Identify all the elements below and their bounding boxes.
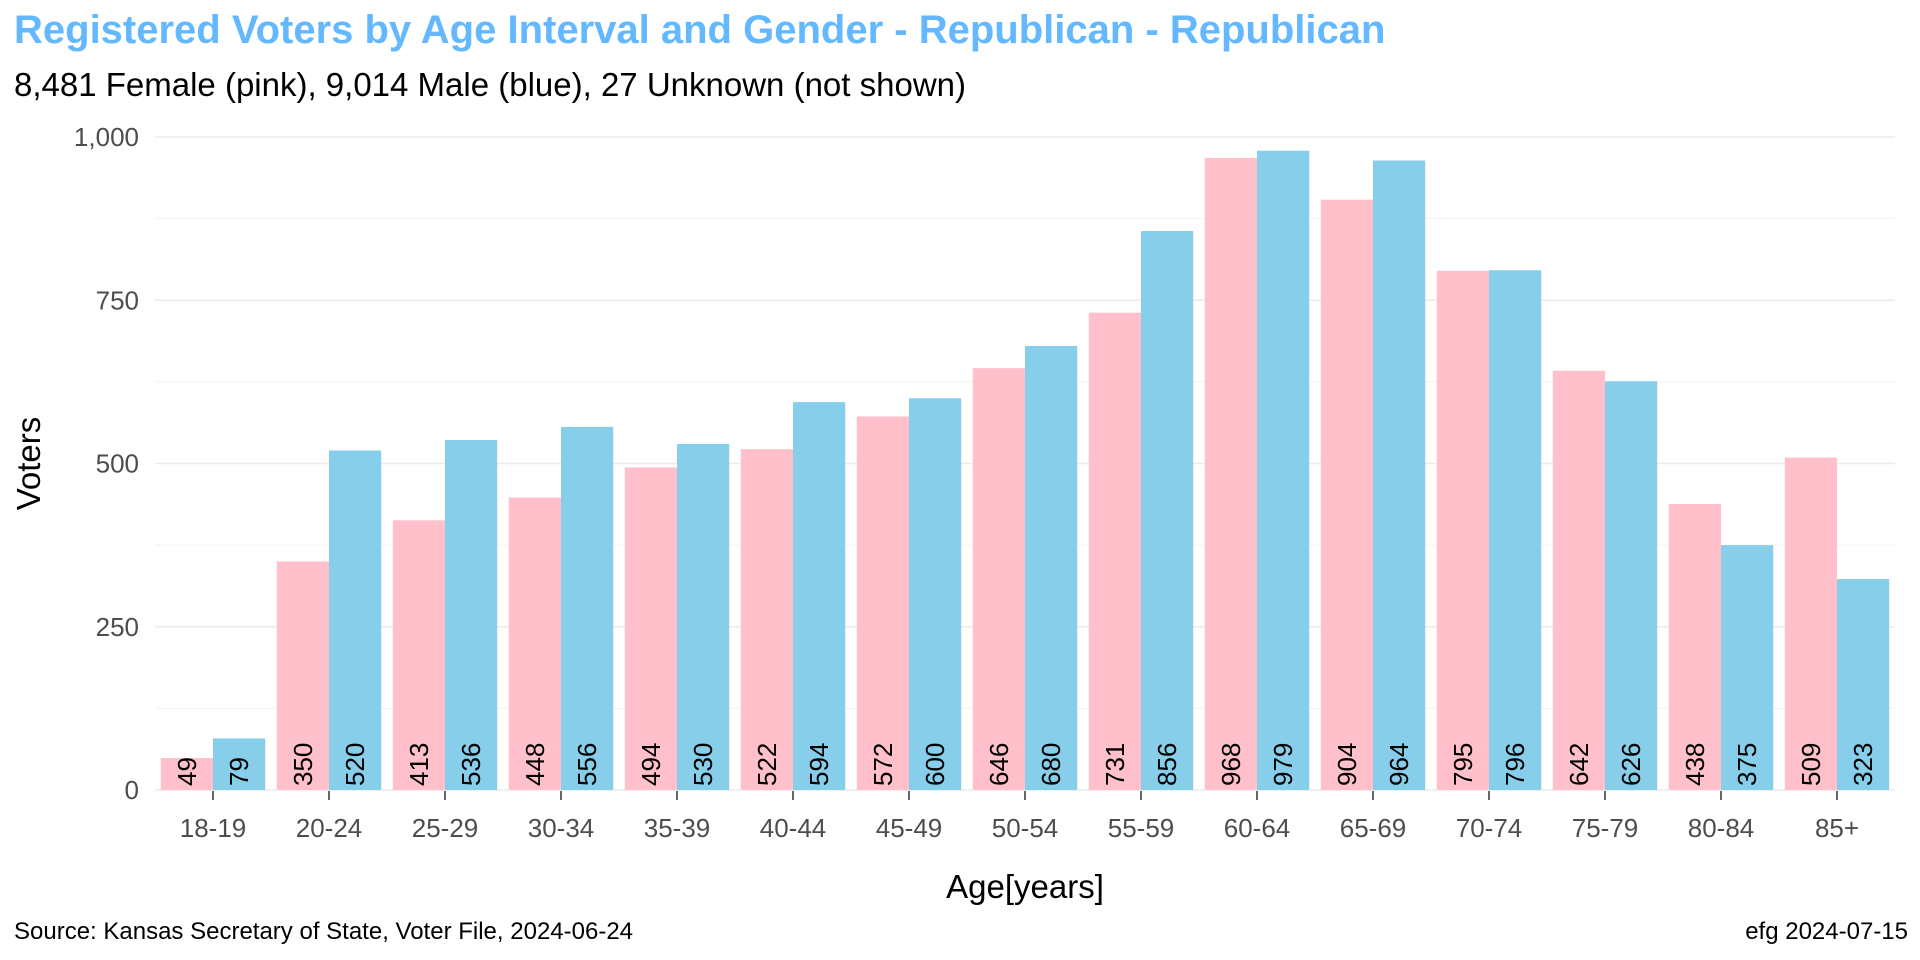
y-axis: 0 250 500 750 1,000 [74, 122, 139, 805]
bar-male [1025, 345, 1078, 790]
x-tick-label: 45-49 [876, 813, 943, 843]
x-tick-label: 18-19 [180, 813, 247, 843]
bar-label-male: 796 [1500, 743, 1530, 786]
x-tick-label: 30-34 [528, 813, 595, 843]
x-tick-label: 35-39 [644, 813, 711, 843]
bar-label-male: 594 [804, 743, 834, 786]
bar-male [793, 402, 846, 790]
bar-label-male: 600 [920, 743, 950, 786]
bar-female [508, 497, 561, 790]
bar-male [909, 398, 962, 790]
y-tick-label: 1,000 [74, 122, 139, 152]
bar-male [1721, 545, 1774, 790]
bar-male [1605, 381, 1658, 790]
x-axis-title: Age[years] [946, 868, 1104, 905]
bar-labels: 49 79 350 520 413 536 448 556 494 530 522 594 572 600… [172, 743, 1878, 786]
bar-female [1784, 457, 1837, 790]
bar-male [1837, 579, 1890, 790]
bars [160, 150, 1890, 791]
bar-female [624, 467, 677, 790]
bar-label-female: 494 [636, 743, 666, 786]
bar-male [1373, 160, 1426, 790]
y-tick-label: 750 [96, 285, 139, 315]
bar-label-female: 509 [1796, 743, 1826, 786]
x-axis: 18-19 20-24 25-29 30-34 35-39 40-44 45-49 50-54… [180, 791, 1859, 843]
bar-label-female: 49 [172, 757, 202, 786]
bar-label-female: 795 [1448, 743, 1478, 786]
bar-female [972, 368, 1025, 790]
bar-female [276, 561, 329, 790]
bar-label-male: 520 [340, 743, 370, 786]
credit-caption: efg 2024-07-15 [1745, 918, 1908, 945]
x-tick-label: 80-84 [1688, 813, 1755, 843]
x-tick-label: 75-79 [1572, 813, 1639, 843]
source-caption: Source: Kansas Secretary of State, Voter… [14, 918, 634, 945]
bar-male [1257, 150, 1310, 790]
bar-label-female: 350 [288, 743, 318, 786]
bar-female [740, 449, 793, 790]
x-tick-label: 40-44 [760, 813, 827, 843]
bar-female [1204, 157, 1257, 790]
bar-female [160, 758, 213, 790]
bar-label-female: 572 [868, 743, 898, 786]
bar-label-female: 642 [1564, 743, 1594, 786]
bar-female [392, 520, 445, 790]
x-tick-label: 55-59 [1108, 813, 1175, 843]
bar-label-male: 375 [1732, 743, 1762, 786]
x-tick-label: 50-54 [992, 813, 1059, 843]
y-tick-label: 0 [125, 775, 139, 805]
bar-female [1320, 199, 1373, 791]
x-tick-label: 65-69 [1340, 813, 1407, 843]
bar-label-male: 626 [1616, 743, 1646, 786]
bar-label-female: 968 [1216, 743, 1246, 786]
bar-label-female: 904 [1332, 743, 1362, 786]
bar-female [1088, 312, 1141, 790]
bar-female [1552, 370, 1605, 790]
bar-male [329, 450, 382, 790]
bar-label-female: 413 [404, 743, 434, 786]
bar-male [213, 738, 266, 790]
bar-male [677, 443, 730, 790]
bar-label-male: 536 [456, 743, 486, 786]
bar-female [1436, 270, 1489, 790]
bar-male [1489, 270, 1542, 790]
bar-label-male: 323 [1848, 743, 1878, 786]
bar-male [561, 426, 614, 790]
bar-label-female: 731 [1100, 743, 1130, 786]
bar-label-male: 79 [224, 757, 254, 786]
bar-male [445, 439, 498, 790]
bar-label-female: 438 [1680, 743, 1710, 786]
bar-label-male: 680 [1036, 743, 1066, 786]
chart-title: Registered Voters by Age Interval and Ge… [14, 8, 1386, 52]
bar-label-male: 530 [688, 743, 718, 786]
chart-subtitle: 8,481 Female (pink), 9,014 Male (blue), … [14, 66, 966, 103]
y-tick-label: 500 [96, 449, 139, 479]
bar-label-male: 856 [1152, 743, 1182, 786]
y-axis-title: Voters [10, 417, 47, 511]
bar-female [1668, 503, 1721, 790]
x-tick-label: 60-64 [1224, 813, 1291, 843]
x-tick-label: 25-29 [412, 813, 479, 843]
x-tick-label: 70-74 [1456, 813, 1523, 843]
bar-label-male: 556 [572, 743, 602, 786]
bar-label-male: 964 [1384, 743, 1414, 786]
bar-label-female: 646 [984, 743, 1014, 786]
bar-label-female: 448 [520, 743, 550, 786]
y-tick-label: 250 [96, 612, 139, 642]
bar-male [1141, 231, 1194, 791]
x-tick-label: 85+ [1815, 813, 1859, 843]
x-tick-label: 20-24 [296, 813, 363, 843]
bar-label-female: 522 [752, 743, 782, 786]
bar-female [856, 416, 909, 790]
bar-label-male: 979 [1268, 743, 1298, 786]
